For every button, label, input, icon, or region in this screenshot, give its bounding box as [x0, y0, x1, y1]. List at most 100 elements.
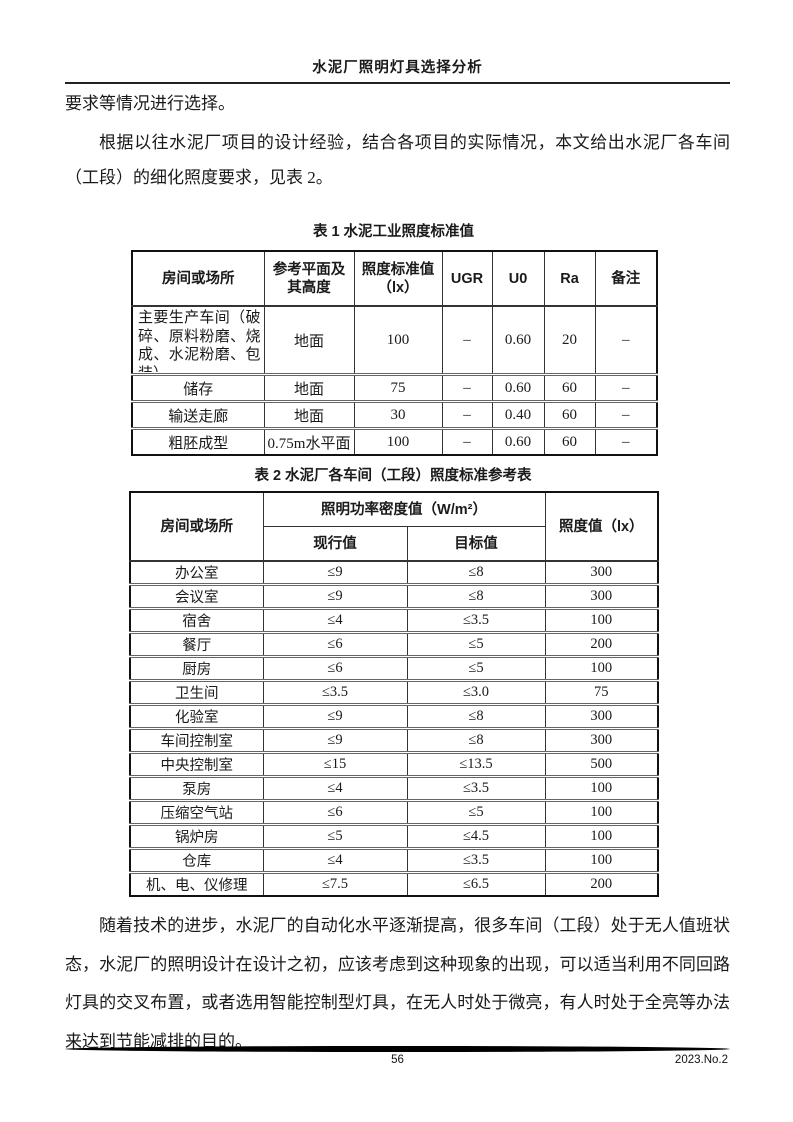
- table-cell: 100: [544, 847, 659, 873]
- table-cell: ≤8: [406, 560, 546, 585]
- table-cell: 锅炉房: [129, 823, 264, 849]
- table-cell: 200: [544, 631, 659, 657]
- table-cell: 100: [544, 655, 659, 681]
- table-cell: 300: [544, 703, 659, 729]
- table-cell: 压缩空气站: [129, 799, 264, 825]
- table-cell: 100: [544, 775, 659, 801]
- table-header-cell: 房间或场所: [129, 491, 264, 562]
- table-cell: ≤6: [262, 799, 408, 825]
- table-cell: 卫生间: [129, 679, 264, 705]
- table-cell: 100: [544, 607, 659, 633]
- table-cell: 输送走廊: [131, 400, 265, 429]
- table1-body: 主要生产车间（破碎、原料粉磨、烧成、水泥粉磨、包装）地面100–0.6020–储…: [131, 305, 658, 456]
- page-number: 56: [391, 1054, 404, 1066]
- table-cell: 60: [543, 400, 596, 429]
- table-cell: 车间控制室: [129, 727, 264, 753]
- table-cell: 地面: [263, 373, 355, 402]
- table-row: 泵房 ≤4 ≤3.5 100: [129, 775, 659, 801]
- table-cell: ≤5: [406, 655, 546, 681]
- table-row: 卫生间 ≤3.5 ≤3.0 75: [129, 679, 659, 705]
- table-cell: 300: [544, 727, 659, 753]
- table-cell: –: [594, 305, 658, 375]
- table-cell: 0.60: [491, 305, 545, 375]
- table-cell: ≤3.5: [406, 847, 546, 873]
- table-cell: 100: [353, 305, 443, 375]
- table-cell: 100: [544, 799, 659, 825]
- table2-workshop-reference: 房间或场所 照明功率密度值（W/m²） 照度值（lx） 现行值 目标值 办公室 ≤…: [129, 491, 659, 897]
- table-row: 会议室 ≤9 ≤8 300: [129, 583, 659, 609]
- table-cell: ≤8: [406, 703, 546, 729]
- table-cell: 储存: [131, 373, 265, 402]
- table-cell: ≤3.0: [406, 679, 546, 705]
- table1-block: 表 1 水泥工业照度标准值 房间或场所 参考平面及其高度 照度标准值（lx） U…: [131, 220, 658, 456]
- running-head: 水泥厂照明灯具选择分析: [65, 56, 730, 84]
- table-cell: ≤3.5: [406, 775, 546, 801]
- footer-text-line: 56 2023.No.2: [65, 1054, 730, 1066]
- table-cell: ≤6.5: [406, 871, 546, 897]
- table-cell: 100: [353, 427, 443, 456]
- table-cell: 0.40: [491, 400, 545, 429]
- table-cell: ≤6: [262, 655, 408, 681]
- table-cell: 60: [543, 373, 596, 402]
- table1-caption: 表 1 水泥工业照度标准值: [312, 224, 475, 240]
- table-row: 仓库 ≤4 ≤3.5 100: [129, 847, 659, 873]
- table-header-cell: 照明功率密度值（W/m²）: [262, 491, 546, 527]
- table-cell: 60: [543, 427, 596, 456]
- table-cell: 餐厅: [129, 631, 264, 657]
- table-cell: 泵房: [129, 775, 264, 801]
- table-cell: 机、电、仪修理: [129, 871, 264, 897]
- table-header-cell: 房间或场所: [131, 250, 265, 307]
- table-cell: 厨房: [129, 655, 264, 681]
- table-header-cell: 参考平面及其高度: [263, 250, 355, 307]
- table-cell: –: [441, 400, 493, 429]
- table-header-cell: UGR: [441, 250, 493, 307]
- table-cell: ≤7.5: [262, 871, 408, 897]
- table-cell: ≤5: [406, 631, 546, 657]
- table-cell: ≤9: [262, 560, 408, 585]
- table-row: 车间控制室 ≤9 ≤8 300: [129, 727, 659, 753]
- table-cell: ≤9: [262, 703, 408, 729]
- table2-caption: 表 2 水泥厂各车间（工段）照度标准参考表: [254, 468, 532, 484]
- table-cell: 30: [353, 400, 443, 429]
- table-header-cell: 照度值（lx）: [544, 491, 659, 562]
- table-cell: 仓库: [129, 847, 264, 873]
- table-header-cell: 目标值: [406, 526, 546, 562]
- table-row: 锅炉房 ≤5 ≤4.5 100: [129, 823, 659, 849]
- table-row: 餐厅 ≤6 ≤5 200: [129, 631, 659, 657]
- table-row: 机、电、仪修理 ≤7.5 ≤6.5 200: [129, 871, 659, 897]
- table-cell: 0.60: [491, 427, 545, 456]
- paragraph-continuation: 要求等情况进行选择。: [65, 94, 235, 113]
- table-cell: ≤13.5: [406, 751, 546, 777]
- table-cell: 中央控制室: [129, 751, 264, 777]
- table-cell: 粗胚成型: [131, 427, 265, 456]
- table-cell: 0.60: [491, 373, 545, 402]
- table-cell: ≤15: [262, 751, 408, 777]
- table-row: 厨房 ≤6 ≤5 100: [129, 655, 659, 681]
- table-cell: 化验室: [129, 703, 264, 729]
- table-cell: 300: [544, 560, 659, 585]
- table-cell: 宿舍: [129, 607, 264, 633]
- table-cell: ≤9: [262, 727, 408, 753]
- table-header-cell: 照度标准值（lx）: [353, 250, 443, 307]
- table-row: 粗胚成型 0.75m水平面 100–0.60 60–: [131, 427, 658, 456]
- table-cell: 20: [543, 305, 596, 375]
- table-cell: –: [594, 373, 658, 402]
- table-header-cell: 备注: [594, 250, 658, 307]
- header-divider: [65, 82, 730, 84]
- table-cell: 75: [353, 373, 443, 402]
- table1-header: 房间或场所 参考平面及其高度 照度标准值（lx） UGR U0 Ra 备注: [131, 250, 658, 307]
- table-row: 宿舍 ≤4 ≤3.5 100: [129, 607, 659, 633]
- table-cell: ≤5: [262, 823, 408, 849]
- table-header-row: 现行值 目标值: [130, 526, 658, 562]
- table-cell: ≤4.5: [406, 823, 546, 849]
- table-cell: –: [594, 400, 658, 429]
- table-cell: ≤4: [262, 775, 408, 801]
- table-header-cell: Ra: [543, 250, 596, 307]
- table-cell: ≤8: [406, 583, 546, 609]
- table-cell: ≤6: [262, 631, 408, 657]
- table-cell: 300: [544, 583, 659, 609]
- table-cell: –: [441, 305, 493, 375]
- footer-rule: [65, 1046, 730, 1052]
- table2-body: 办公室 ≤9 ≤8 300 会议室 ≤9 ≤8 300 宿舍 ≤4 ≤3.5 100 餐厅 ≤6 ≤5 200…: [129, 560, 659, 897]
